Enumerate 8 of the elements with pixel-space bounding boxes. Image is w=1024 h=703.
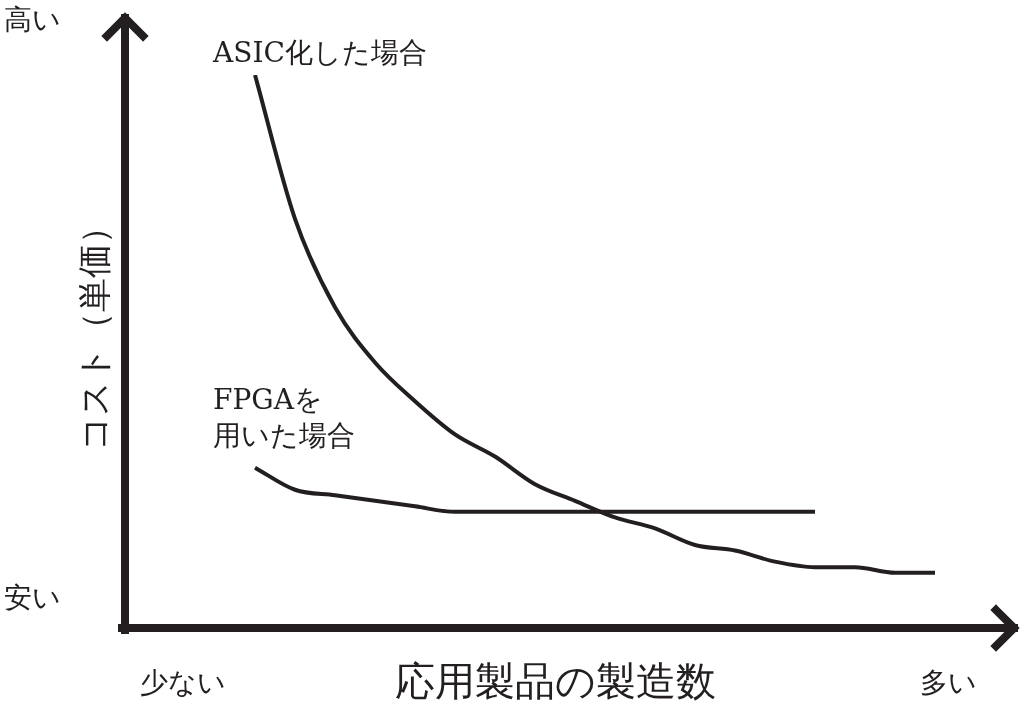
text: 多い	[920, 665, 977, 701]
text: 高い	[4, 2, 61, 38]
series-label: ASIC化した場合	[213, 35, 427, 71]
text: 少ない	[140, 665, 226, 701]
series-label: FPGAを用いた場合	[213, 382, 355, 453]
x-axis-title: 応用製品の製造数	[395, 657, 716, 703]
text: 安い	[4, 580, 61, 616]
y-axis-title: コスト（単価）	[72, 208, 115, 453]
